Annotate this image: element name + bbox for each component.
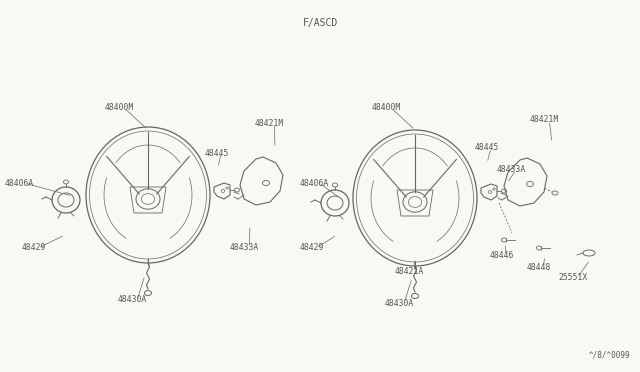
Text: 25551X: 25551X [558, 273, 588, 282]
Text: ^/8/^0099: ^/8/^0099 [588, 351, 630, 360]
Text: 48430A: 48430A [118, 295, 147, 305]
Text: 48400M: 48400M [105, 103, 134, 112]
Text: 48445: 48445 [475, 144, 499, 153]
Text: 48429: 48429 [22, 244, 46, 253]
Text: 48446: 48446 [490, 250, 515, 260]
Text: 48406A: 48406A [300, 179, 329, 187]
Text: 48400M: 48400M [372, 103, 401, 112]
Text: 48445: 48445 [205, 148, 229, 157]
Text: 48433A: 48433A [230, 244, 259, 253]
Text: 48433A: 48433A [497, 166, 526, 174]
Text: 48430A: 48430A [385, 298, 414, 308]
Text: 48406A: 48406A [5, 179, 35, 187]
Text: 48429: 48429 [300, 244, 324, 253]
Text: 48421A: 48421A [395, 267, 424, 276]
Text: 48421M: 48421M [530, 115, 559, 125]
Text: 48421M: 48421M [255, 119, 284, 128]
Text: 48448: 48448 [527, 263, 552, 273]
Text: F/ASCD: F/ASCD [302, 18, 338, 28]
